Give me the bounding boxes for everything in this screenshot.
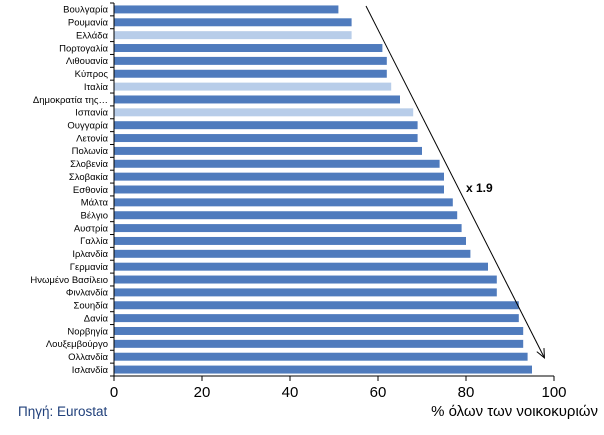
category-label: Βουλγαρία bbox=[63, 5, 108, 16]
bar bbox=[114, 249, 471, 258]
bars-group bbox=[114, 5, 532, 374]
bar bbox=[114, 121, 418, 130]
x-tick-label: 100 bbox=[541, 384, 566, 401]
category-label: Νορβηγία bbox=[67, 326, 108, 337]
category-label: Κύπρος bbox=[75, 69, 109, 80]
category-label: Πορτογαλία bbox=[59, 43, 108, 54]
bar bbox=[114, 18, 352, 27]
category-label: Λετονία bbox=[76, 133, 108, 144]
bar bbox=[114, 31, 352, 40]
bar bbox=[114, 262, 488, 271]
category-label: Αυστρία bbox=[74, 223, 109, 234]
bar bbox=[114, 365, 532, 374]
bar bbox=[114, 172, 444, 181]
category-label: Μάλτα bbox=[81, 198, 109, 209]
x-axis-title: % όλων των νοικοκυριών bbox=[431, 403, 598, 420]
bar bbox=[114, 56, 387, 65]
bar bbox=[114, 275, 497, 284]
category-label: Γερμανία bbox=[70, 262, 109, 273]
bar bbox=[114, 95, 400, 104]
category-label: Πολωνία bbox=[72, 146, 109, 157]
category-label: Δανία bbox=[84, 313, 109, 324]
category-label: Ισπανία bbox=[75, 108, 108, 119]
bar bbox=[114, 82, 392, 91]
x-tick-label: 80 bbox=[458, 384, 475, 401]
bar bbox=[114, 224, 462, 233]
category-label: Ελλάδα bbox=[76, 30, 108, 41]
bar bbox=[114, 211, 458, 220]
bar bbox=[114, 288, 497, 297]
category-label: Λιθουανία bbox=[66, 56, 109, 67]
category-label: Ισλανδία bbox=[72, 365, 109, 376]
category-label: Ρουμανία bbox=[68, 18, 109, 29]
bar bbox=[114, 159, 440, 168]
bar bbox=[114, 352, 528, 361]
x-axis: 0 20 40 60 80 100 bbox=[110, 2, 567, 401]
trend-arrow bbox=[365, 5, 544, 357]
x-tick-label: 60 bbox=[370, 384, 387, 401]
bar bbox=[114, 301, 519, 310]
category-label: Σουηδία bbox=[73, 301, 108, 312]
bar bbox=[114, 69, 387, 78]
multiplier-annotation: x 1.9 bbox=[466, 181, 493, 195]
category-label: Λουξεμβούργο bbox=[46, 339, 108, 350]
category-label: Δημοκρατία της… bbox=[33, 95, 108, 106]
bar bbox=[114, 185, 444, 194]
bar bbox=[114, 326, 524, 335]
bar bbox=[114, 339, 524, 348]
category-label: Ιταλία bbox=[84, 82, 109, 93]
category-label: Ηνωμένο Βασίλειο bbox=[30, 275, 108, 286]
bar bbox=[114, 5, 339, 14]
x-tick-label: 20 bbox=[194, 384, 211, 401]
category-label: Βέλγιο bbox=[81, 211, 108, 222]
category-label: Σλοβενία bbox=[70, 159, 108, 170]
bar bbox=[114, 108, 414, 117]
bar bbox=[114, 314, 519, 323]
x-tick-label: 0 bbox=[110, 384, 118, 401]
bar bbox=[114, 134, 418, 143]
category-label: Γαλλία bbox=[80, 236, 108, 247]
category-label: Ολλανδία bbox=[68, 352, 108, 363]
category-label: Σλοβακία bbox=[69, 172, 109, 183]
category-label: Ουγγαρία bbox=[67, 120, 108, 131]
bar bbox=[114, 146, 422, 155]
category-label: Φινλανδία bbox=[66, 288, 109, 299]
x-tick-label: 40 bbox=[282, 384, 299, 401]
source-label: Πηγή: Eurostat bbox=[18, 404, 108, 419]
bar bbox=[114, 198, 453, 207]
category-label: Ιρλανδία bbox=[72, 249, 108, 260]
bar bbox=[114, 236, 466, 245]
bar bbox=[114, 44, 383, 53]
category-label: Εσθονία bbox=[73, 185, 109, 196]
